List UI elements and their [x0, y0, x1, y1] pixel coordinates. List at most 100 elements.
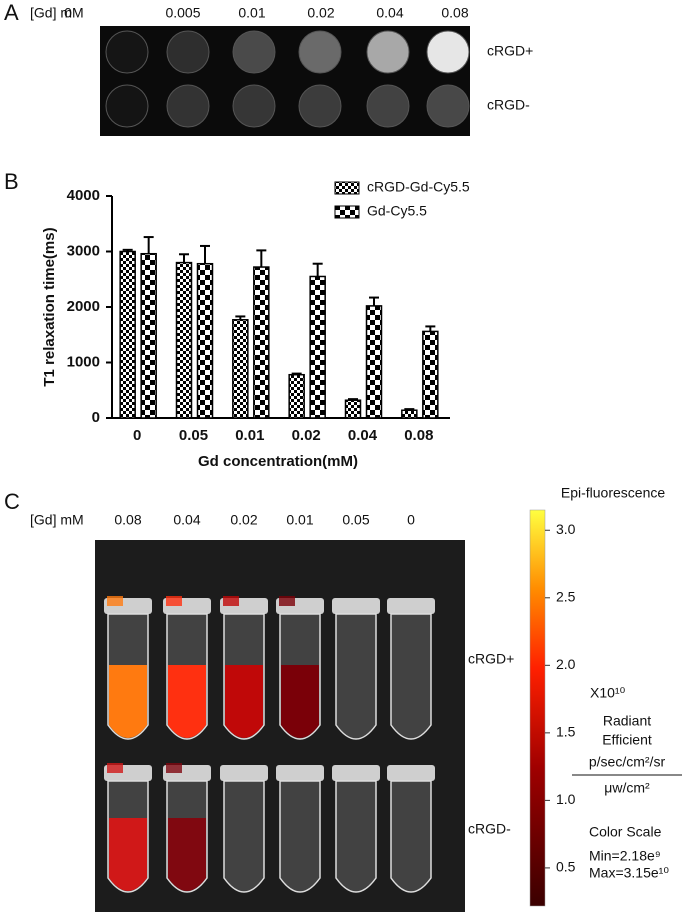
tube: [279, 780, 321, 893]
tube-fluorescence: [281, 665, 319, 738]
bar: [401, 409, 418, 419]
tube-cap: [332, 598, 380, 614]
color-scale-label: Color Scale: [589, 824, 662, 840]
x-tick-label: 0.08: [404, 427, 433, 444]
x-axis-label: Gd concentration(mM): [198, 453, 358, 470]
tube-cap: [332, 765, 380, 781]
sample-well: [298, 84, 342, 128]
tube-fluorescence: [109, 665, 147, 738]
mri-image: [100, 26, 470, 136]
max-label: Max=3.15e¹⁰: [589, 865, 669, 881]
tube: [390, 613, 432, 740]
legend-label: cRGD-Gd-Cy5.5: [367, 179, 470, 195]
colorbar-tick-label: 0.5: [556, 859, 576, 875]
tube-cap: [276, 765, 324, 781]
colorbar-tick-label: 2.5: [556, 588, 576, 604]
units: Efficient: [602, 732, 652, 748]
concentration-label: 0.01: [238, 5, 265, 21]
bar: [119, 250, 136, 419]
y-axis-label: T1 relaxation time(ms): [41, 227, 58, 386]
units: p/sec/cm²/sr: [589, 754, 666, 770]
legend-swatch: [334, 205, 360, 219]
y-tick-label: 1000: [67, 353, 100, 370]
y-tick-label: 4000: [67, 187, 100, 204]
colorbar-tick-label: 1.0: [556, 791, 576, 807]
bar: [175, 261, 193, 419]
colorbar-tick-label: 2.0: [556, 656, 576, 672]
legend-label: Gd-Cy5.5: [367, 203, 427, 219]
colorbar: [529, 509, 546, 907]
legend-swatch: [334, 181, 360, 195]
concentration-label: 0.05: [342, 512, 369, 528]
x-tick-label: 0.04: [348, 427, 378, 444]
scale-label: X10¹⁰: [590, 685, 626, 701]
tube-fluorescence: [109, 818, 147, 891]
concentration-label: 0: [407, 512, 415, 528]
tube-fluorescence: [279, 596, 295, 606]
bar: [422, 330, 439, 419]
tube-fluorescence: [168, 818, 206, 891]
panel-label: C: [4, 489, 20, 514]
sample-well: [166, 84, 210, 128]
bar: [365, 305, 383, 419]
tube-fluorescence: [168, 665, 206, 738]
tube-cap: [387, 765, 435, 781]
row-label: cRGD+: [487, 43, 533, 59]
sample-well: [232, 30, 276, 74]
concentration-label: 0.04: [376, 5, 403, 21]
units: μw/cm²: [604, 780, 650, 796]
tube: [390, 780, 432, 893]
sample-well: [426, 30, 470, 74]
sample-well: [366, 84, 410, 128]
concentration-label: 0: [64, 5, 72, 21]
x-tick-label: 0.01: [235, 427, 264, 444]
tube-fluorescence: [166, 596, 182, 606]
sample-well: [105, 30, 149, 74]
row-label: cRGD-: [468, 821, 511, 837]
tube-fluorescence: [107, 596, 123, 606]
unit-label: [Gd] mM: [30, 512, 84, 528]
bar: [288, 373, 305, 419]
tube: [335, 613, 377, 740]
units: Radiant: [603, 713, 651, 729]
y-tick-label: 0: [92, 409, 100, 426]
sample-well: [166, 30, 210, 74]
concentration-label: 0.01: [286, 512, 313, 528]
x-tick-label: 0.02: [292, 427, 321, 444]
tube-fluorescence: [166, 763, 182, 773]
bar: [140, 252, 157, 419]
concentration-label: 0.02: [307, 5, 334, 21]
tube-cap: [387, 598, 435, 614]
tube-fluorescence: [225, 665, 263, 738]
concentration-label: 0.04: [173, 512, 200, 528]
tube-fluorescence: [107, 763, 123, 773]
x-tick-label: 0.05: [179, 427, 208, 444]
bar: [253, 266, 270, 419]
colorbar-title: Epi-fluorescence: [561, 485, 665, 501]
unit-label: [Gd] mM: [30, 5, 84, 21]
tube: [223, 780, 265, 893]
sample-well: [366, 30, 410, 74]
sample-well: [426, 84, 470, 128]
bar: [309, 275, 326, 419]
tube-fluorescence: [223, 596, 239, 606]
y-tick-label: 2000: [67, 298, 100, 315]
concentration-label: 0.02: [230, 512, 257, 528]
bar: [344, 399, 362, 419]
sample-well: [298, 30, 342, 74]
bar: [196, 262, 214, 419]
panel-label: A: [4, 0, 19, 25]
sample-well: [232, 84, 276, 128]
sample-well: [105, 84, 149, 128]
row-label: cRGD-: [487, 97, 530, 113]
concentration-label: 0.005: [165, 5, 200, 21]
tube-cap: [220, 765, 268, 781]
colorbar-tick-label: 3.0: [556, 521, 576, 537]
bar: [232, 319, 249, 419]
x-tick-label: 0: [133, 427, 141, 444]
concentration-label: 0.08: [114, 512, 141, 528]
concentration-label: 0.08: [441, 5, 468, 21]
row-label: cRGD+: [468, 651, 514, 667]
min-label: Min=2.18e⁹: [589, 848, 661, 864]
